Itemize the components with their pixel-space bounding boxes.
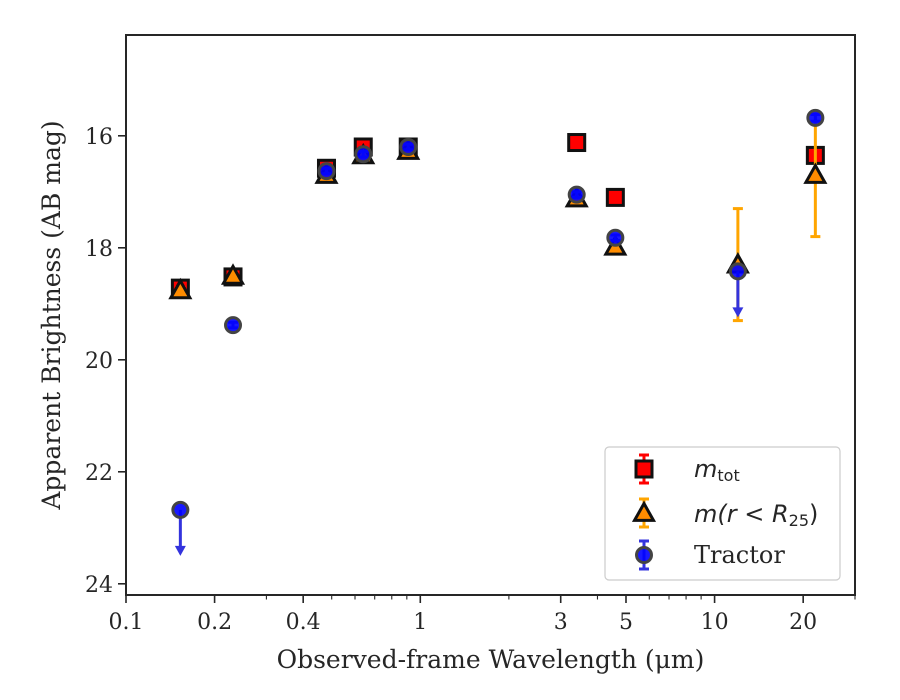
legend-marker-m-r25 <box>631 497 657 529</box>
x-axis-label: Observed-frame Wavelength (μm) <box>277 645 705 674</box>
x-tick-label: 0.4 <box>286 610 321 635</box>
plot-frame <box>125 34 856 596</box>
y-tick-label: 20 <box>85 349 113 374</box>
y-tick-label: 24 <box>85 573 113 598</box>
data-point <box>803 162 828 184</box>
data-point <box>606 228 625 247</box>
y-tick-label: 18 <box>85 237 113 262</box>
x-tick-label: 10 <box>701 610 729 635</box>
data-point <box>354 145 373 164</box>
data-point <box>806 108 825 127</box>
legend-marker-tractor <box>635 539 653 571</box>
legend-marker-mtot <box>634 453 654 485</box>
data-point <box>567 185 586 204</box>
data-point <box>171 500 190 519</box>
x-tick-label: 1 <box>413 610 427 635</box>
data-marks <box>168 108 828 556</box>
data-point <box>220 263 246 285</box>
data-point <box>317 162 336 181</box>
legend-frame <box>604 446 841 581</box>
data-point <box>728 262 747 281</box>
y-tick-label: 16 <box>85 125 113 150</box>
upper-limit-arrowhead <box>174 545 186 556</box>
x-tick-label: 20 <box>789 610 817 635</box>
data-point <box>567 133 587 153</box>
legend-label-mtot: mtot <box>694 455 740 485</box>
axis-ticks: 0.1 0.2 0.4 1 3 5 10 20 16 18 20 22 24 <box>85 125 856 635</box>
upper-limit-arrowhead <box>732 307 744 318</box>
x-tick-label: 0.1 <box>109 610 144 635</box>
data-point <box>605 187 625 207</box>
x-tick-label: 3 <box>554 610 568 635</box>
data-point <box>168 277 193 300</box>
x-tick-label: 5 <box>619 610 633 635</box>
legend-marker-symbol <box>634 459 654 479</box>
data-point <box>224 316 243 335</box>
series-tractor <box>171 108 825 556</box>
legend: mtot m(r < R25) Tractor <box>604 446 841 581</box>
y-axis-label: Apparent Brightness (AB mag) <box>37 120 66 510</box>
x-tick-label: 0.2 <box>197 610 232 635</box>
legend-label-m-r25: m(r < R25) <box>694 500 818 530</box>
legend-label-tractor: Tractor <box>694 541 785 569</box>
legend-marker-symbol <box>635 546 653 564</box>
y-tick-label: 22 <box>85 461 113 486</box>
data-point <box>399 138 418 156</box>
legend-marker-symbol <box>631 500 657 522</box>
